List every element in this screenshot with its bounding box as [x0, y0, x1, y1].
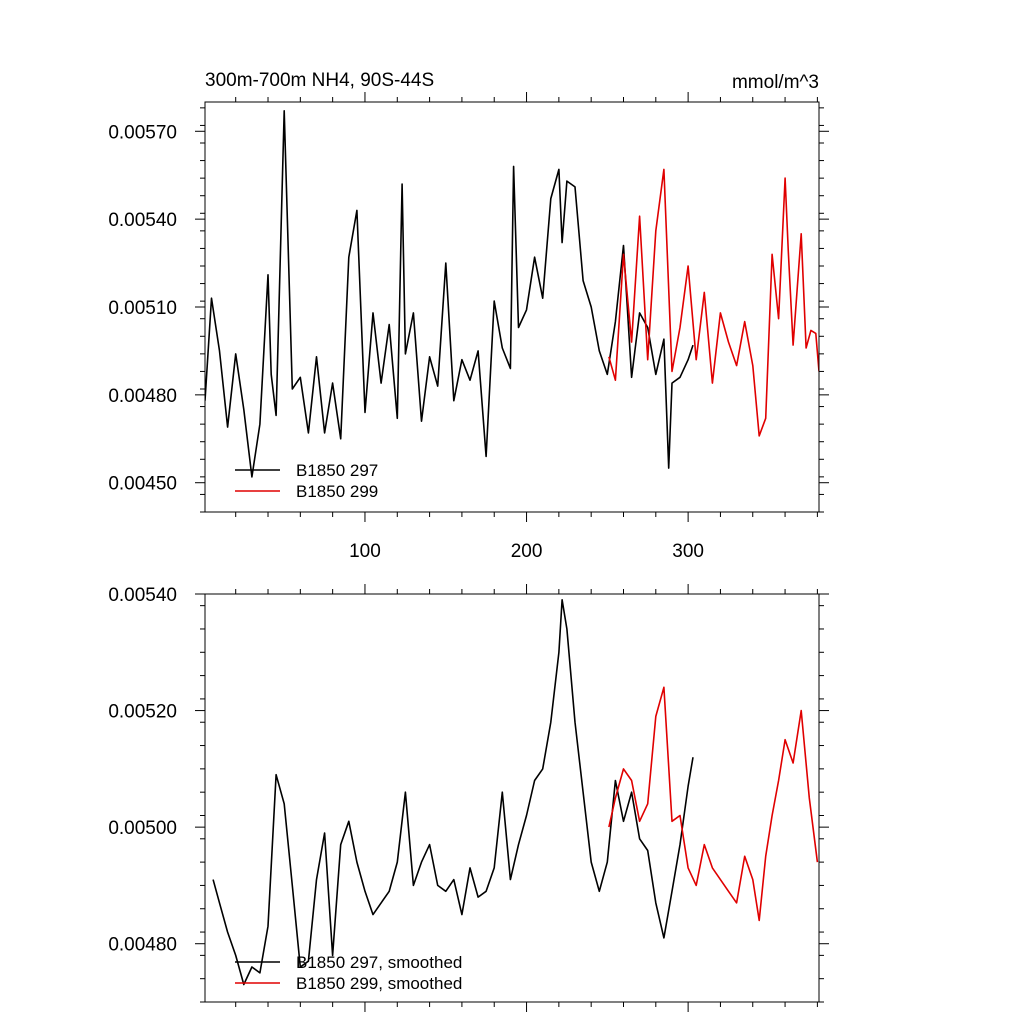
- y-tick-label: 0.00450: [108, 474, 177, 495]
- units-label: mmol/m^3: [732, 72, 819, 93]
- y-tick-label: 0.00540: [108, 210, 177, 231]
- x-tick-label: 100: [349, 541, 381, 562]
- y-tick-label: 0.00480: [108, 935, 177, 956]
- legend-label: B1850 299: [296, 482, 378, 501]
- series-line-1-1: [608, 686, 819, 922]
- y-tick-label: 0.00520: [108, 702, 177, 723]
- series-line-0-1: [608, 168, 819, 437]
- y-tick-label: 0.00510: [108, 298, 177, 319]
- y-tick-label: 0.00540: [108, 585, 177, 606]
- series-line-1-0: [212, 598, 694, 986]
- plot-frame-1: [204, 593, 820, 1003]
- top-panel: 100 200 300 0.00450 0.00480 0.00510 0.00540 0.0…: [108, 70, 829, 562]
- chart-title: 300m-700m NH4, 90S-44S: [205, 70, 434, 91]
- legend-label: B1850 297, smoothed: [296, 953, 462, 972]
- legend-label: B1850 299, smoothed: [296, 974, 462, 993]
- bottom-panel: 0.00480 0.00500 0.00520 0.00540 B1850 297, s…: [108, 584, 829, 1012]
- y-tick-label: 0.00500: [108, 818, 177, 839]
- series-line-0-0: [205, 110, 694, 478]
- legend-label: B1850 297: [296, 461, 378, 480]
- y-tick-label: 0.00570: [108, 122, 177, 143]
- y-tick-label: 0.00480: [108, 386, 177, 407]
- x-tick-label: 200: [511, 541, 543, 562]
- x-tick-label: 300: [672, 541, 704, 562]
